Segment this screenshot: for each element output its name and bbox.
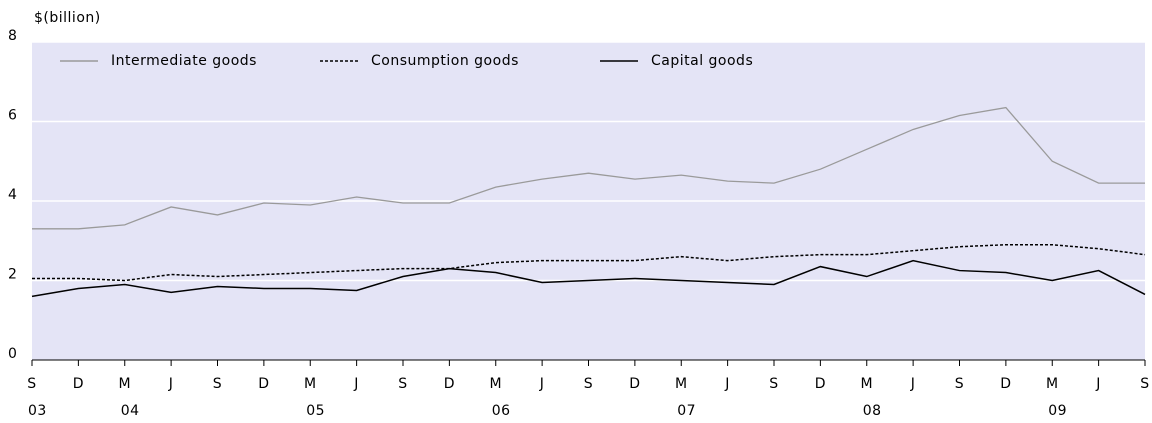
x-year-label: 08	[863, 403, 882, 419]
x-tick-label: M	[1046, 376, 1059, 392]
x-tick-label: S	[398, 376, 407, 392]
y-tick-label: 6	[8, 108, 17, 124]
x-tick-label: S	[213, 376, 222, 392]
x-tick-label: J	[168, 376, 174, 392]
y-tick-label: 4	[8, 187, 17, 203]
x-tick-label: J	[724, 376, 730, 392]
y-tick-label: 2	[8, 267, 17, 283]
x-year-label: 07	[677, 403, 696, 419]
x-year-label: 03	[28, 403, 47, 419]
x-tick-label: J	[1095, 376, 1101, 392]
x-tick-label: M	[304, 376, 317, 392]
y-tick-label: 8	[8, 28, 17, 44]
x-year-label: 06	[492, 403, 511, 419]
x-tick-label: S	[769, 376, 778, 392]
x-tick-label: S	[584, 376, 593, 392]
x-tick-label: M	[675, 376, 688, 392]
y-axis-label: $(billion)	[34, 10, 101, 26]
x-year-label: 09	[1048, 403, 1067, 419]
x-tick-label: M	[489, 376, 502, 392]
x-tick-label: D	[444, 376, 455, 392]
x-tick-label: D	[629, 376, 640, 392]
x-tick-label: J	[353, 376, 359, 392]
x-tick-label: J	[539, 376, 545, 392]
x-tick-label: M	[118, 376, 131, 392]
series-line	[31, 259, 1146, 298]
series-line	[32, 243, 1146, 282]
x-tick-label: D	[73, 376, 84, 392]
x-tick-label: D	[1000, 376, 1011, 392]
x-tick-label: D	[815, 376, 826, 392]
x-year-label: 04	[121, 403, 140, 419]
x-tick-label: D	[258, 376, 269, 392]
legend-label: Consumption goods	[371, 53, 519, 69]
x-tick-label: S	[955, 376, 964, 392]
x-tick-label: S	[1140, 376, 1149, 392]
legend-label: Intermediate goods	[111, 53, 257, 69]
x-year-label: 05	[306, 403, 325, 419]
x-tick-label: S	[27, 376, 36, 392]
x-tick-label: M	[860, 376, 873, 392]
series-line	[32, 106, 1145, 230]
legend-label: Capital goods	[651, 53, 753, 69]
y-tick-label: 0	[8, 346, 17, 362]
x-tick-label: J	[910, 376, 916, 392]
